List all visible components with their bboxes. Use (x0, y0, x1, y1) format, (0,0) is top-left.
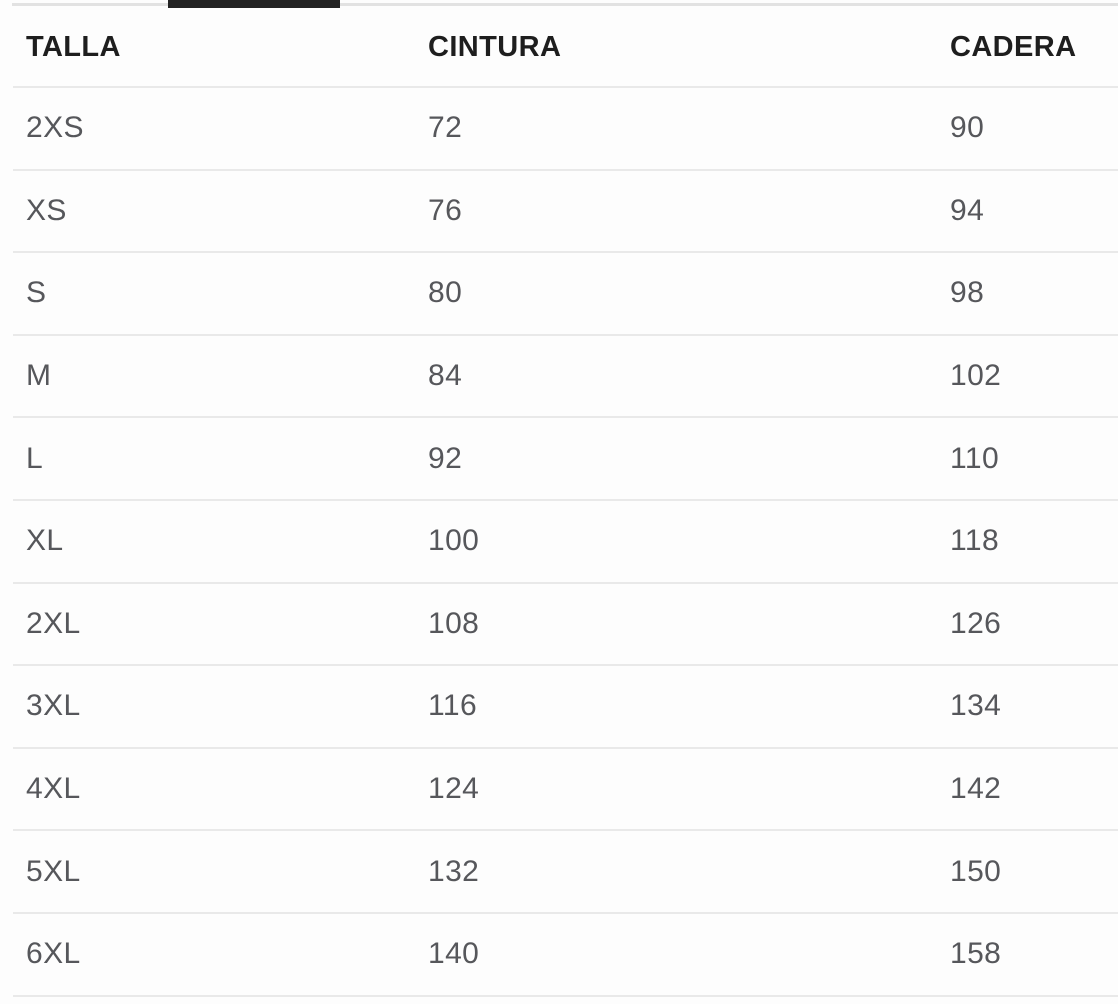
waist-cell: 140 (428, 937, 480, 971)
table-row: M 84 102 (13, 336, 1118, 419)
size-cell: 3XL (26, 689, 81, 723)
waist-cell: 100 (428, 524, 480, 558)
waist-cell: 108 (428, 606, 480, 640)
table-row: S 80 98 (13, 253, 1118, 336)
tab-bar-divider (12, 3, 1118, 6)
size-cell: 2XL (26, 606, 81, 640)
table-row: 6XL 140 158 (13, 914, 1118, 997)
column-header-talla: TALLA (26, 30, 121, 63)
size-chart-table: TALLA CINTURA CADERA 2XS 72 90 XS 76 94 … (13, 8, 1118, 997)
waist-cell: 124 (428, 772, 480, 806)
hip-cell: 98 (950, 276, 985, 310)
size-cell: L (26, 441, 44, 475)
size-cell: M (26, 359, 52, 393)
column-header-cadera: CADERA (950, 30, 1077, 63)
hip-cell: 90 (950, 111, 985, 145)
hip-cell: 158 (950, 937, 1002, 971)
table-row: 2XS 72 90 (13, 88, 1118, 171)
table-row: XS 76 94 (13, 171, 1118, 254)
hip-cell: 134 (950, 689, 1002, 723)
table-row: 2XL 108 126 (13, 584, 1118, 667)
hip-cell: 94 (950, 193, 985, 227)
waist-cell: 80 (428, 276, 463, 310)
size-cell: XS (26, 193, 67, 227)
hip-cell: 126 (950, 606, 1002, 640)
waist-cell: 116 (428, 689, 478, 723)
column-header-cintura: CINTURA (428, 30, 562, 63)
waist-cell: 132 (428, 854, 480, 888)
active-tab-indicator[interactable] (168, 0, 340, 8)
hip-cell: 142 (950, 772, 1002, 806)
waist-cell: 92 (428, 441, 463, 475)
table-row: L 92 110 (13, 418, 1118, 501)
waist-cell: 76 (428, 193, 463, 227)
size-cell: 6XL (26, 937, 81, 971)
tab-bar (0, 0, 1118, 8)
table-row: 3XL 116 134 (13, 666, 1118, 749)
table-header-row: TALLA CINTURA CADERA (13, 8, 1118, 88)
size-cell: XL (26, 524, 64, 558)
size-cell: 2XS (26, 111, 84, 145)
size-cell: S (26, 276, 47, 310)
size-cell: 5XL (26, 854, 81, 888)
hip-cell: 110 (950, 441, 1000, 475)
table-row: 4XL 124 142 (13, 749, 1118, 832)
size-cell: 4XL (26, 772, 81, 806)
hip-cell: 102 (950, 359, 1002, 393)
hip-cell: 118 (950, 524, 1000, 558)
table-row: 5XL 132 150 (13, 831, 1118, 914)
hip-cell: 150 (950, 854, 1002, 888)
table-body: 2XS 72 90 XS 76 94 S 80 98 M 84 102 L 92… (13, 88, 1118, 997)
waist-cell: 84 (428, 359, 463, 393)
table-row: XL 100 118 (13, 501, 1118, 584)
waist-cell: 72 (428, 111, 463, 145)
